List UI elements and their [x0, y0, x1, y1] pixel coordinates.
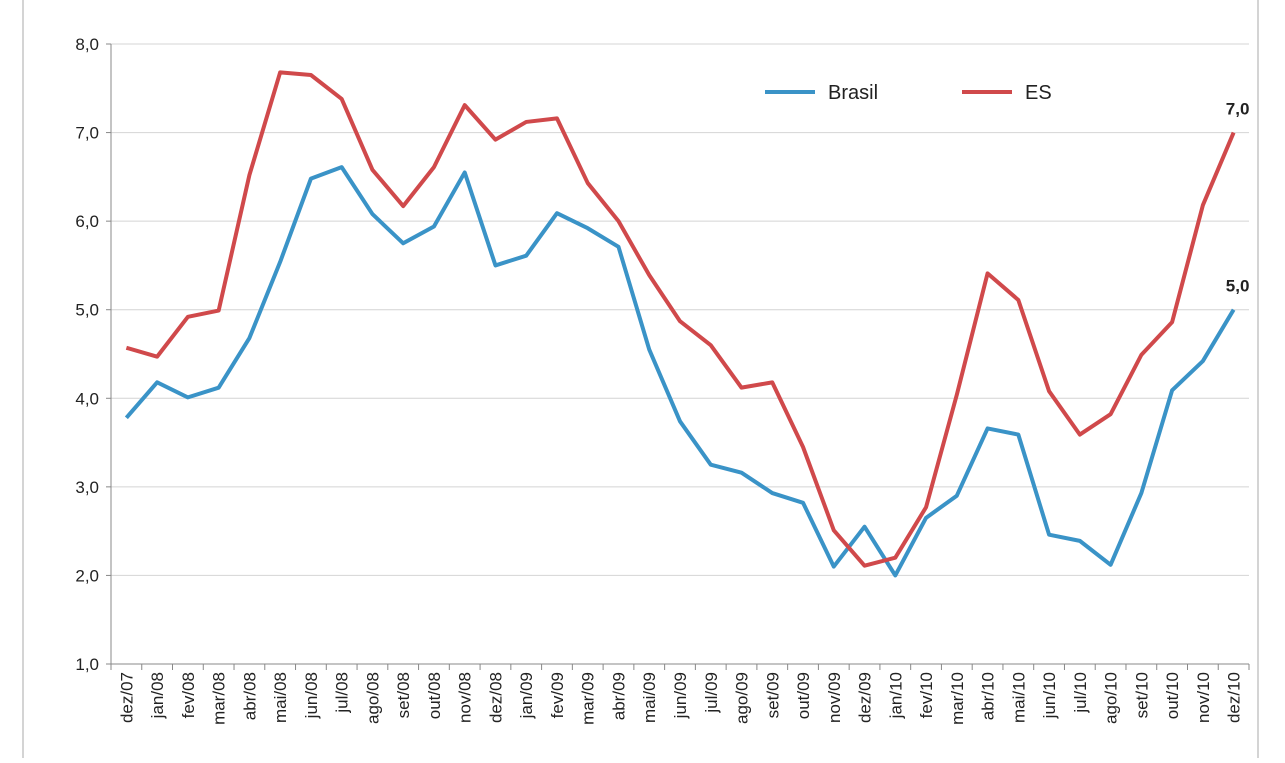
x-tick-label: dez/08: [486, 672, 505, 723]
series-line: [124, 165, 1236, 578]
x-tick-label: set/09: [763, 672, 782, 718]
x-tick-label: mar/10: [948, 672, 967, 725]
y-tick-label: 1,0: [75, 655, 99, 674]
x-tick-label: set/08: [394, 672, 413, 718]
x-tick-label: mar/08: [210, 672, 229, 725]
x-tick-label: ago/10: [1102, 672, 1121, 724]
x-tick-label: jun/10: [1040, 672, 1059, 719]
x-tick-label: abr/09: [609, 672, 628, 720]
x-tick-label: jul/09: [702, 672, 721, 714]
x-tick-label: nov/08: [456, 672, 475, 723]
x-tick-label: out/10: [1163, 672, 1182, 719]
x-tick-label: mar/09: [579, 672, 598, 725]
y-tick-label: 2,0: [75, 566, 99, 585]
x-tick-label: set/10: [1132, 672, 1151, 718]
y-tick-label: 8,0: [75, 35, 99, 54]
x-tick-label: jan/09: [517, 672, 536, 719]
x-tick-label: nov/10: [1194, 672, 1213, 723]
x-tick-label: jul/08: [333, 672, 352, 714]
y-tick-label: 3,0: [75, 478, 99, 497]
data-label: 7,0: [1226, 100, 1250, 119]
x-tick-label: ago/08: [363, 672, 382, 724]
x-tick-label: abr/08: [240, 672, 259, 720]
y-tick-label: 6,0: [75, 212, 99, 231]
legend-label: Brasil: [828, 82, 878, 104]
x-tick-label: fev/08: [179, 672, 198, 718]
x-tick-label: jun/08: [302, 672, 321, 719]
x-tick-label: jun/09: [671, 672, 690, 719]
x-tick-label: mai/10: [1009, 672, 1028, 723]
x-tick-label: jul/10: [1071, 672, 1090, 714]
x-tick-label: dez/10: [1225, 672, 1244, 723]
y-tick-label: 5,0: [75, 301, 99, 320]
x-tick-label: jan/10: [886, 672, 905, 719]
x-tick-label: ago/09: [733, 672, 752, 724]
chart-frame: [22, 0, 1259, 763]
y-tick-label: 7,0: [75, 124, 99, 143]
x-tick-label: abr/10: [979, 672, 998, 720]
x-tick-label: nov/09: [825, 672, 844, 723]
x-tick-label: mai/08: [271, 672, 290, 723]
legend-label: ES: [1025, 82, 1052, 104]
x-tick-label: mai/09: [640, 672, 659, 723]
x-tick-label: fev/09: [548, 672, 567, 718]
x-tick-label: out/09: [794, 672, 813, 719]
x-tick-label: jan/08: [148, 672, 167, 719]
y-tick-label: 4,0: [75, 389, 99, 408]
data-label: 5,0: [1226, 277, 1250, 296]
x-tick-label: fev/10: [917, 672, 936, 718]
x-tick-label: out/08: [425, 672, 444, 719]
x-tick-label: dez/07: [117, 672, 136, 723]
x-tick-label: dez/09: [856, 672, 875, 723]
series-line: [125, 70, 1236, 568]
